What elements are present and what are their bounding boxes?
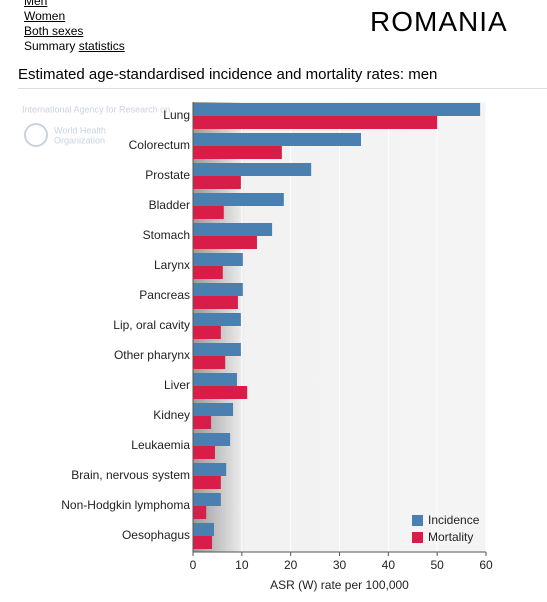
- nav-link[interactable]: Men: [24, 0, 48, 8]
- x-tick-label: 30: [333, 558, 347, 572]
- watermark: International Agency for Research on: [22, 104, 170, 114]
- bar: [193, 116, 438, 129]
- bar: [193, 523, 214, 536]
- bar: [193, 146, 282, 159]
- bar: [193, 343, 241, 356]
- bar: [193, 266, 223, 279]
- x-axis-label: ASR (W) rate per 100,000: [270, 578, 409, 592]
- bar: [193, 253, 243, 266]
- bar: [193, 283, 243, 296]
- nav: Men Women Both sexes Summary statistics: [24, 0, 125, 54]
- y-tick-label: Brain, nervous system: [71, 468, 190, 482]
- nav-link[interactable]: Women: [24, 9, 66, 23]
- divider: [18, 88, 547, 89]
- x-tick-label: 10: [235, 558, 249, 572]
- y-tick-label: Pancreas: [139, 288, 190, 302]
- nav-link[interactable]: statistics: [78, 39, 125, 53]
- y-tick-label: Leukaemia: [131, 438, 190, 452]
- bar: [193, 373, 237, 386]
- x-tick-label: 0: [190, 558, 197, 572]
- y-tick-label: Bladder: [149, 198, 190, 212]
- y-tick-label: Colorectum: [129, 138, 190, 152]
- bar: [193, 493, 221, 506]
- chart-heading: Estimated age-standardised incidence and…: [18, 66, 438, 83]
- country-title: ROMANIA: [370, 6, 508, 37]
- y-tick-label: Lung: [163, 108, 190, 122]
- y-tick-label: Larynx: [154, 258, 190, 272]
- bar: [193, 356, 226, 369]
- bar: [193, 476, 221, 489]
- bar: [193, 223, 273, 236]
- y-tick-label: Non-Hodgkin lymphoma: [61, 498, 190, 512]
- bar: [193, 193, 284, 206]
- bar: [193, 326, 221, 339]
- watermark-logo: [24, 123, 48, 147]
- nav-link[interactable]: Both sexes: [24, 24, 84, 38]
- y-tick-label: Prostate: [145, 168, 190, 182]
- bar: [193, 403, 234, 416]
- legend-swatch: [412, 532, 423, 543]
- watermark: Organization: [54, 135, 105, 145]
- bar: [193, 433, 231, 446]
- bar: [193, 463, 227, 476]
- y-tick-label: Lip, oral cavity: [113, 318, 190, 332]
- x-tick-label: 40: [382, 558, 396, 572]
- bar: [193, 133, 361, 146]
- bar: [193, 506, 207, 519]
- x-tick-label: 50: [430, 558, 444, 572]
- bar: [193, 236, 257, 249]
- bar: [193, 296, 238, 309]
- y-tick-label: Oesophagus: [122, 528, 190, 542]
- y-tick-label: Kidney: [153, 408, 190, 422]
- bar: [193, 163, 312, 176]
- bar: [193, 103, 481, 116]
- x-tick-label: 20: [284, 558, 298, 572]
- y-tick-label: Other pharynx: [114, 348, 190, 362]
- legend-label: Incidence: [428, 513, 480, 527]
- bar: [193, 416, 212, 429]
- x-tick-label: 60: [479, 558, 493, 572]
- bar: [193, 176, 241, 189]
- y-tick-label: Stomach: [143, 228, 190, 242]
- y-tick-label: Liver: [164, 378, 190, 392]
- bar: [193, 386, 248, 399]
- watermark: World Health: [54, 125, 106, 135]
- bar: [193, 313, 241, 326]
- bar: [193, 446, 215, 459]
- nav-text: Summary: [24, 39, 76, 53]
- bar: [193, 206, 224, 219]
- legend-label: Mortality: [428, 530, 473, 544]
- bar: [193, 536, 213, 549]
- legend-swatch: [412, 515, 423, 526]
